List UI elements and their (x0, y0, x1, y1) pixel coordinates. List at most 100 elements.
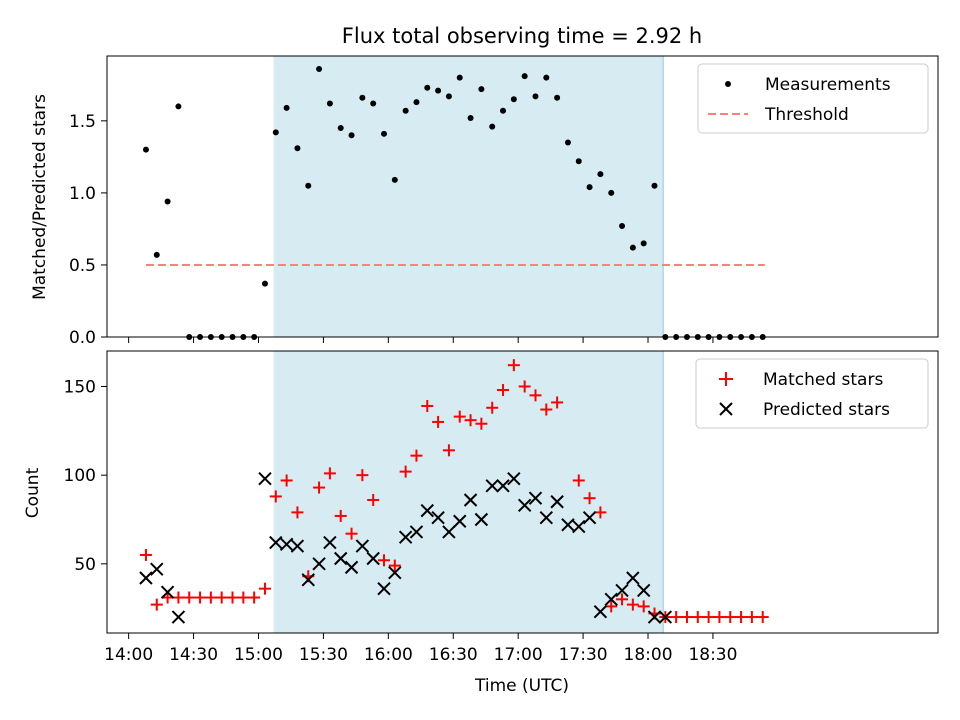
legend-matched-marker (719, 372, 733, 386)
matched-star-point (399, 465, 412, 478)
matched-star-point (410, 449, 423, 462)
predicted-star-point (150, 562, 164, 576)
predicted-x-b (355, 539, 370, 553)
measurement-point (337, 125, 344, 132)
measurement-point (413, 99, 420, 106)
y-tick-label: 0.5 (69, 256, 96, 276)
predicted-x-b (139, 571, 153, 585)
predicted-star-point (561, 518, 575, 532)
matched-star-point (388, 559, 401, 572)
matched-star-point (572, 474, 585, 487)
measurement-point (629, 244, 636, 251)
matched-star-point (432, 415, 445, 428)
matched-star-point (735, 611, 748, 624)
matched-star-point (616, 593, 629, 606)
predicted-star-point (474, 512, 489, 527)
matched-star-point (313, 481, 326, 494)
ratio-legend: Measurements Threshold (697, 63, 929, 134)
legend-matched-label: Matched stars (763, 370, 883, 390)
matched-star-point (258, 582, 271, 595)
y-tick-label: 150 (64, 377, 96, 397)
measurement-point (175, 103, 182, 110)
measurement-point (554, 94, 561, 101)
predicted-star-points (139, 471, 673, 624)
predicted-star-point (279, 537, 294, 552)
predicted-x-b (409, 525, 424, 539)
predicted-x-b (290, 539, 305, 553)
measurement-point (294, 145, 301, 152)
x-tick-label: 16:30 (429, 645, 478, 665)
measurement-point (153, 251, 160, 258)
predicted-star-point (377, 581, 391, 596)
matched-star-point (215, 591, 228, 604)
predicted-star-point (496, 479, 510, 493)
predicted-star-point (290, 539, 305, 553)
measurement-point (467, 114, 474, 121)
predicted-x-b (507, 471, 521, 486)
matched-star-point (204, 591, 217, 604)
matched-star-point (540, 403, 553, 416)
measurement-point (543, 74, 550, 81)
predicted-star-point (398, 530, 413, 544)
predicted-star-point (366, 551, 380, 566)
legend-threshold-label: Threshold (764, 105, 849, 125)
ratio-x-ticks (128, 337, 714, 343)
predicted-star-point (593, 605, 608, 619)
measurement-point (348, 132, 355, 139)
predicted-star-point (647, 610, 662, 624)
matched-star-point (172, 591, 185, 604)
matched-star-point (507, 359, 520, 372)
matched-star-point (583, 492, 596, 505)
measurement-point (575, 158, 582, 165)
predicted-x-b (160, 585, 175, 599)
count-y-label: Count (23, 467, 43, 518)
observing-window-band (273, 56, 664, 337)
y-tick-label: 50 (74, 555, 96, 575)
matched-star-point (453, 410, 466, 423)
count-panel-frame (106, 350, 939, 634)
x-axis-label: Time (UTC) (474, 676, 569, 696)
chart-title: Flux total observing time = 2.92 h (342, 24, 702, 48)
measurement-point (359, 94, 366, 101)
y-tick-label: 1.5 (69, 112, 96, 132)
predicted-x-b (485, 479, 499, 493)
predicted-x-b (431, 511, 445, 525)
predicted-x-b (463, 493, 478, 507)
measurement-point (326, 100, 333, 107)
predicted-star-point (258, 471, 272, 486)
matched-star-point (334, 509, 347, 522)
predicted-x-b (366, 551, 380, 566)
measurement-point (305, 182, 312, 189)
matched-star-point (237, 591, 250, 604)
y-tick-label: 0.0 (69, 328, 96, 348)
predicted-star-point (431, 511, 445, 525)
predicted-x-b (572, 519, 586, 534)
legend-predicted-marker (719, 402, 733, 416)
predicted-x-b (636, 583, 651, 598)
legend-measurements-label: Measurements (765, 75, 891, 95)
predicted-x-b (171, 610, 186, 624)
ratio-legend-box (697, 63, 929, 134)
predicted-x-b (658, 610, 673, 624)
matched-star-point (280, 474, 293, 487)
matched-star-points (139, 359, 769, 624)
x-tick-label: 17:30 (559, 645, 608, 665)
predicted-x-b (539, 511, 554, 525)
predicted-star-point (312, 557, 326, 571)
predicted-x-b (517, 498, 532, 513)
legend-predicted-label: Predicted stars (763, 400, 890, 420)
predicted-star-point (355, 539, 370, 553)
y-tick-label: 100 (64, 466, 96, 486)
matched-star-point (724, 611, 737, 624)
predicted-x-b (312, 557, 326, 571)
matched-star-point (475, 417, 488, 430)
measurement-point (510, 96, 517, 103)
predicted-star-point (550, 495, 564, 509)
measurement-point (424, 84, 431, 91)
predicted-star-point (463, 493, 478, 507)
measurement-point (142, 146, 149, 153)
measurement-point (619, 223, 626, 230)
measurement-point (500, 107, 507, 114)
predicted-star-point (507, 471, 521, 486)
